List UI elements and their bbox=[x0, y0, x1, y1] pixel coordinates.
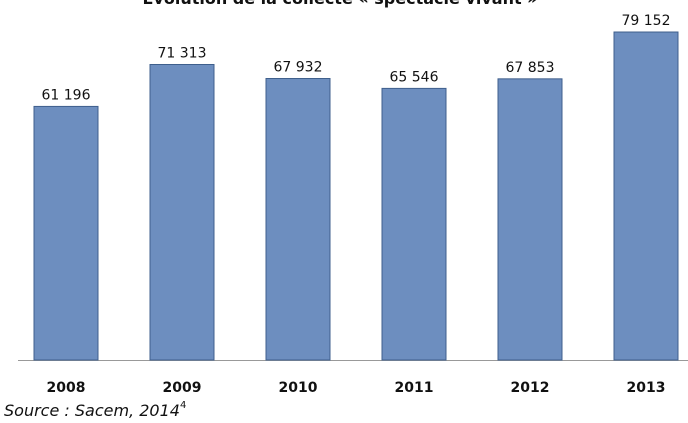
bar bbox=[265, 78, 331, 361]
value-label: 61 196 bbox=[42, 87, 91, 103]
bar bbox=[149, 63, 215, 361]
bar bbox=[497, 78, 563, 361]
x-tick-label: 2009 bbox=[163, 380, 202, 396]
bar bbox=[381, 87, 447, 361]
x-tick-label: 2013 bbox=[627, 380, 666, 396]
x-tick-label: 2011 bbox=[395, 380, 434, 396]
source: Source : Sacem, 20144 bbox=[4, 400, 186, 420]
value-label: 79 152 bbox=[622, 13, 671, 29]
chart-title: Évolution de la collecte « spectacle viv… bbox=[142, 0, 537, 8]
value-label: 67 853 bbox=[506, 60, 555, 76]
bar bbox=[613, 31, 679, 361]
source-text: Source : Sacem, 2014 bbox=[4, 401, 180, 420]
value-label: 67 932 bbox=[274, 60, 323, 76]
footnote: 4 bbox=[180, 400, 186, 411]
x-tick-label: 2010 bbox=[279, 380, 318, 396]
value-label: 65 546 bbox=[390, 69, 439, 85]
value-label: 71 313 bbox=[158, 45, 207, 61]
x-tick-label: 2012 bbox=[511, 380, 550, 396]
bar bbox=[33, 105, 99, 361]
x-tick-label: 2008 bbox=[47, 380, 86, 396]
